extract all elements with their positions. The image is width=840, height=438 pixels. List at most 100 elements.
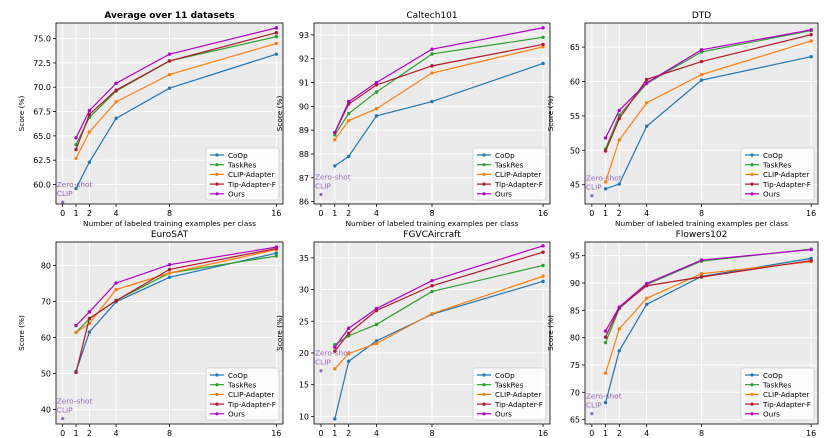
zero-shot-label: CLIP [57, 189, 73, 198]
data-point [430, 64, 434, 68]
legend-label: Tip-Adapter-F [227, 400, 276, 409]
legend-label: CLIP-Adapter [228, 390, 274, 399]
y-tick-label: 93 [299, 31, 309, 40]
chart-title: Caltech101 [406, 11, 457, 21]
x-tick-label: 2 [87, 429, 92, 438]
zero-shot-label: Zero-shot [586, 174, 622, 183]
legend-marker [215, 153, 219, 157]
x-tick-label: 16 [271, 209, 281, 218]
legend-marker [750, 392, 754, 396]
data-point [699, 275, 704, 279]
legend-box [472, 147, 547, 201]
data-point [603, 149, 608, 153]
legend-label: Tip-Adapter-F [494, 400, 543, 409]
x-tick-label: 4 [374, 429, 379, 438]
data-point [167, 263, 172, 267]
chart-title: Average over 11 datasets [104, 11, 234, 21]
data-point [809, 258, 813, 263]
data-point [347, 326, 351, 330]
data-point [374, 90, 379, 94]
data-point [374, 341, 379, 346]
data-point [430, 47, 434, 51]
legend-marker [215, 182, 219, 186]
plot-frame [313, 241, 551, 425]
data-point [541, 274, 545, 278]
data-point [809, 39, 813, 43]
data-point [167, 267, 172, 272]
data-point [87, 108, 92, 113]
legend-box [205, 147, 280, 201]
x-tick-label: 2 [617, 209, 622, 218]
data-point [430, 289, 434, 294]
data-point [87, 130, 92, 134]
data-point [347, 111, 351, 116]
x-tick-label: 16 [806, 209, 816, 218]
data-point [699, 271, 704, 276]
legend-marker [215, 172, 219, 176]
data-point [347, 99, 351, 104]
legend-label: CoOp [495, 371, 515, 380]
data-point [374, 114, 379, 118]
x-tick-label: 0 [589, 429, 594, 438]
legend-label: TaskRes [494, 161, 524, 170]
y-tick-label: 85 [570, 306, 580, 315]
data-point [644, 101, 649, 105]
legend-box [205, 367, 280, 421]
data-point [114, 81, 118, 86]
data-point [87, 330, 92, 334]
data-point [603, 187, 608, 191]
data-point [74, 156, 78, 160]
x-tick-label: 8 [699, 209, 704, 218]
legend-marker [482, 192, 486, 196]
y-tick-label: 65 [570, 416, 580, 425]
data-point [167, 52, 172, 56]
data-point [74, 142, 78, 147]
zero-shot-point [61, 416, 65, 421]
zero-shot-point [590, 412, 594, 416]
y-tick-label: 75 [570, 361, 580, 370]
legend-marker [750, 153, 754, 157]
plot-frame [584, 22, 819, 205]
x-tick-label: 0 [318, 209, 323, 218]
y-tick-label: 10 [299, 412, 309, 421]
legend-marker [215, 192, 219, 196]
y-tick-label: 80 [41, 261, 51, 270]
data-point [374, 80, 379, 85]
y-tick-label: 87 [299, 174, 309, 183]
data-point [274, 41, 279, 46]
data-point [74, 147, 78, 152]
data-point [430, 99, 434, 104]
data-point [617, 182, 621, 186]
y-tick-label: 65 [570, 43, 580, 52]
chart-panel: 0124816101520253035FGVCAircraftNumber of… [275, 230, 551, 438]
data-point [374, 339, 379, 343]
x-tick-label: 16 [806, 429, 816, 438]
data-point [274, 254, 279, 258]
legend-label: Tip-Adapter-F [762, 400, 811, 409]
y-axis-label: Score (%) [275, 95, 284, 131]
data-point [430, 284, 434, 288]
data-point [167, 275, 172, 280]
y-axis-label: Score (%) [275, 315, 284, 351]
data-point [333, 133, 337, 137]
legend-marker [482, 172, 486, 176]
y-tick-label: 95 [570, 252, 580, 261]
y-tick-label: 89 [299, 126, 309, 135]
x-tick-label: 1 [332, 209, 337, 218]
data-point [333, 345, 337, 349]
legend-box [472, 367, 547, 421]
x-tick-label: 0 [318, 429, 323, 438]
y-tick-label: 65.0 [33, 132, 51, 141]
y-axis-label: Score (%) [17, 95, 26, 131]
x-tick-label: 8 [167, 209, 172, 218]
y-tick-label: 86 [299, 198, 309, 207]
data-point [333, 130, 337, 135]
data-point [274, 251, 279, 255]
data-point [644, 281, 649, 286]
zero-shot-label: Zero-shot [586, 392, 622, 401]
data-point [114, 299, 118, 303]
data-point [74, 186, 78, 191]
y-tick-label: 92 [299, 55, 309, 64]
data-point [541, 250, 545, 254]
